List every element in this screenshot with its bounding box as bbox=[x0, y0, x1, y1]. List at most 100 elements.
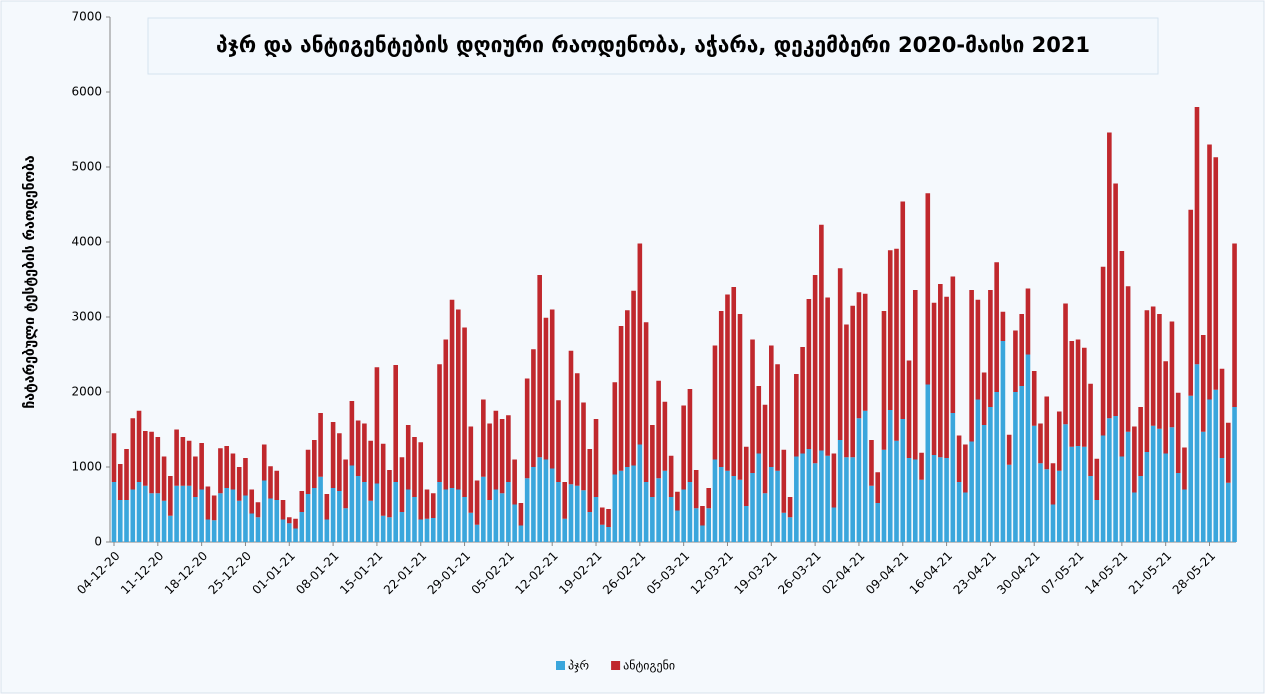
bar-segment bbox=[1006, 434, 1012, 465]
bar-segment bbox=[437, 364, 442, 482]
bar-segment bbox=[931, 455, 937, 542]
bar-segment bbox=[368, 500, 373, 542]
bar-segment bbox=[675, 510, 680, 542]
bar-segment bbox=[1107, 132, 1112, 419]
bar-segment bbox=[1169, 321, 1175, 428]
bar-segment bbox=[1225, 482, 1231, 542]
bar-segment bbox=[825, 297, 830, 456]
bar-segment bbox=[249, 489, 255, 514]
bar-segment bbox=[718, 467, 724, 542]
bar-segment bbox=[549, 468, 555, 542]
bar-segment bbox=[906, 360, 912, 458]
bar-segment bbox=[643, 482, 649, 542]
bar-segment bbox=[1182, 489, 1187, 542]
bar-segment bbox=[1000, 341, 1006, 542]
y-tick-label: 3000 bbox=[71, 310, 102, 324]
bar-segment bbox=[731, 287, 737, 476]
bar-segment bbox=[919, 479, 924, 542]
bar-segment bbox=[787, 497, 793, 518]
bar-segment bbox=[268, 466, 273, 499]
bar-segment bbox=[1125, 431, 1131, 542]
bar-segment bbox=[1088, 383, 1093, 476]
bar-segment bbox=[869, 440, 874, 486]
bar-segment bbox=[912, 290, 918, 460]
bar-segment bbox=[612, 382, 618, 475]
bar-segment bbox=[568, 350, 574, 485]
bar-segment bbox=[1094, 458, 1100, 500]
bar-segment bbox=[700, 525, 705, 542]
bar-segment bbox=[844, 324, 849, 458]
bar-segment bbox=[1157, 428, 1162, 542]
bar-segment bbox=[180, 437, 186, 486]
bar-segment bbox=[599, 507, 605, 525]
bar-segment bbox=[343, 459, 348, 509]
bar-segment bbox=[950, 413, 956, 542]
bar-segment bbox=[631, 465, 636, 542]
bar-segment bbox=[606, 527, 611, 542]
bar-segment bbox=[769, 467, 774, 542]
bar-segment bbox=[537, 457, 542, 542]
bar-segment bbox=[430, 518, 436, 542]
bar-segment bbox=[1107, 418, 1112, 542]
bar-segment bbox=[462, 327, 467, 497]
bar-segment bbox=[969, 290, 974, 442]
bar-segment bbox=[293, 518, 298, 529]
bar-segment bbox=[1188, 395, 1194, 542]
bar-segment bbox=[531, 349, 536, 467]
bar-segment bbox=[894, 248, 899, 441]
bar-segment bbox=[374, 367, 380, 484]
bar-segment bbox=[424, 489, 430, 519]
bar-segment bbox=[568, 484, 574, 542]
bar-segment bbox=[581, 402, 586, 491]
bar-segment bbox=[205, 519, 211, 542]
bar-segment bbox=[474, 524, 480, 542]
bar-segment bbox=[743, 446, 749, 506]
bar-segment bbox=[512, 504, 517, 542]
bar-segment bbox=[1038, 463, 1043, 542]
bar-segment bbox=[543, 459, 549, 542]
bar-segment bbox=[963, 492, 968, 542]
bar-segment bbox=[1132, 426, 1137, 493]
bar-segment bbox=[168, 476, 173, 516]
bar-segment bbox=[368, 440, 373, 501]
bar-segment bbox=[737, 314, 743, 480]
legend-swatch bbox=[556, 661, 565, 670]
bar-segment bbox=[800, 453, 805, 542]
bar-segment bbox=[618, 326, 624, 471]
bar-segment bbox=[994, 392, 999, 542]
bar-segment bbox=[925, 193, 931, 385]
bar-segment bbox=[894, 440, 899, 542]
bar-segment bbox=[524, 378, 530, 479]
chart-title: პჯრ და ანტიგენტების დღიური რაოდენობა, აჭ… bbox=[216, 33, 1090, 57]
bar-segment bbox=[681, 489, 686, 542]
bar-segment bbox=[587, 512, 593, 542]
bar-segment bbox=[556, 400, 561, 482]
bar-segment bbox=[1150, 425, 1156, 542]
bar-segment bbox=[155, 493, 161, 542]
bar-segment bbox=[512, 459, 517, 505]
bar-segment bbox=[675, 491, 680, 511]
legend-label: ანტიგენი bbox=[623, 659, 675, 673]
bar-segment bbox=[856, 418, 862, 542]
bar-segment bbox=[1175, 473, 1181, 542]
bar-segment bbox=[837, 268, 843, 440]
legend-swatch bbox=[611, 661, 621, 670]
bar-segment bbox=[662, 401, 668, 471]
bar-segment bbox=[1113, 416, 1118, 542]
bar-segment bbox=[305, 494, 311, 542]
y-tick-label: 2000 bbox=[71, 385, 102, 399]
bar-segment bbox=[1056, 411, 1062, 471]
bar-segment bbox=[355, 476, 361, 542]
bar-segment bbox=[312, 488, 317, 542]
bar-segment bbox=[493, 410, 499, 490]
bar-segment bbox=[481, 476, 486, 542]
bar-segment bbox=[1069, 341, 1075, 447]
bar-segment bbox=[869, 485, 874, 542]
bar-segment bbox=[387, 470, 392, 518]
bar-segment bbox=[831, 507, 837, 542]
bar-segment bbox=[161, 456, 167, 501]
bar-segment bbox=[819, 450, 824, 542]
bar-segment bbox=[211, 520, 217, 542]
bar-segment bbox=[687, 389, 693, 482]
bar-segment bbox=[887, 410, 893, 542]
